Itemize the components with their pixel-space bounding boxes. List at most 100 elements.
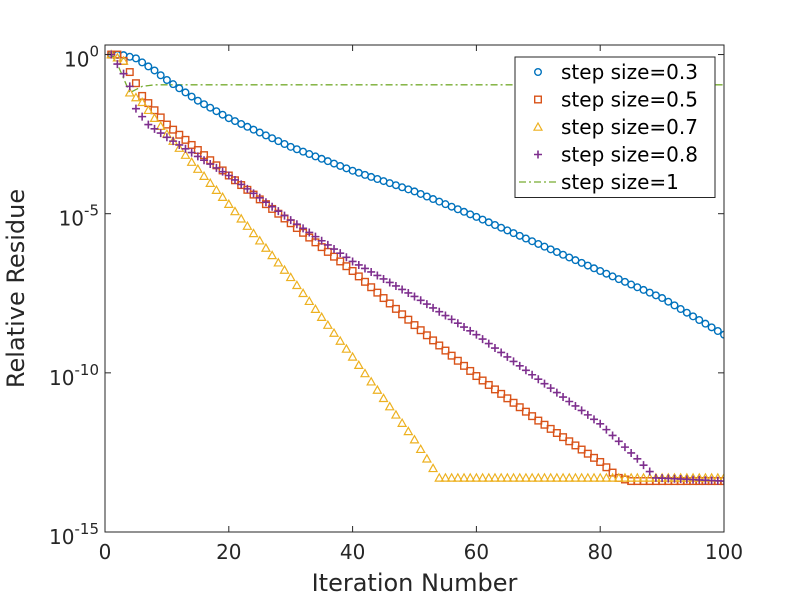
series-3-point [342,253,351,262]
series-3-point [150,124,159,133]
series-2-point [353,359,364,370]
series-1-point [528,412,537,421]
series-3-point [169,137,178,146]
legend-marker-swatch [534,150,542,159]
x-tick-label: 40 [340,540,365,564]
series-0-point [218,110,227,119]
series-0-point [169,80,178,89]
series-2-point [428,463,439,473]
series-2-point [316,311,327,321]
series-0-point [261,131,270,140]
series-0-point [713,326,722,335]
series-2-point [434,472,445,482]
series-0-point [156,71,165,80]
series-1-point [379,294,388,303]
series-1-point [559,433,568,442]
x-tick-label: 60 [464,540,489,564]
series-1-point [608,468,617,477]
series-2-point [576,472,587,482]
series-1-point [590,453,599,462]
series-0-point [224,114,233,123]
series-1-point [336,257,345,266]
series-2-point [564,472,575,482]
series-2-point [397,417,408,427]
series-1-point [175,130,184,139]
series-3-point [590,415,599,424]
legend-item-1: step size=0.5 [534,88,698,112]
series-2-point [471,472,482,482]
series-3-point [429,303,438,312]
series-0-point [255,128,264,137]
series-1-point [571,441,580,450]
series-3-point [261,198,270,207]
series-2-point [582,472,593,482]
series-2-point [496,472,507,482]
legend-item-2: step size=0.7 [532,115,698,139]
series-2-point [570,472,581,482]
series-2-point [149,112,160,123]
series-3-point [521,366,530,375]
series-1-point [125,68,134,77]
series-3-point [274,207,283,216]
series-2-point [359,368,370,378]
series-0-point [175,84,184,93]
series-2-point [130,92,141,102]
series-1-point [441,346,450,355]
series-2-point [390,409,401,419]
series-2-point [459,472,470,482]
series-3-point [460,323,469,332]
series-0-point [162,76,171,85]
series-2-point [205,177,216,187]
y-tick-label: 10-5 [59,202,99,231]
series-2-point [619,472,630,482]
series-2-point [378,393,389,403]
series-1-point [398,310,407,319]
series-3-point [336,249,345,258]
x-tick-label: 20 [216,540,241,564]
series-0-point [670,301,679,310]
series-0-point [701,319,710,328]
series-1-point [391,304,400,313]
series-1-point [478,376,487,385]
series-3-point [497,348,506,357]
series-0-point [193,96,202,105]
series-3-point [131,104,140,113]
series-2-point [347,351,358,361]
series-2-point [613,472,624,482]
series-2-point [211,184,222,194]
series-3-point [528,370,537,379]
series-2-point [595,472,606,482]
series-2-point [372,384,383,394]
series-0-point [138,58,147,67]
series-3-point [379,274,388,283]
series-3-point [608,431,617,440]
series-2-point [217,191,228,201]
series-2-point [502,472,513,482]
series-3-point [398,285,407,294]
series-3-point [360,264,369,273]
legend-label: step size=0.7 [561,115,698,139]
series-0-point [682,308,691,317]
series-3-point [317,236,326,245]
series-1-point [330,252,339,261]
series-3-point [565,397,574,406]
series-3-point [268,202,277,211]
series-1-point [466,366,475,375]
series-3-point [181,144,190,153]
series-3-point [255,193,264,202]
series-2-point [124,87,135,97]
series-0-point [131,54,140,63]
series-2-point [242,220,253,230]
series-3-point [633,454,642,463]
series-1-point [181,135,190,144]
series-3-point [441,311,450,320]
series-3-point [175,140,184,149]
series-2-point [174,142,185,152]
series-3-point [323,240,332,249]
series-1-point [546,424,555,433]
series-2-point [118,55,129,65]
series-2-point [186,156,197,166]
series-3-point [435,307,444,316]
legend-box [514,56,716,198]
series-0-point [249,125,258,134]
